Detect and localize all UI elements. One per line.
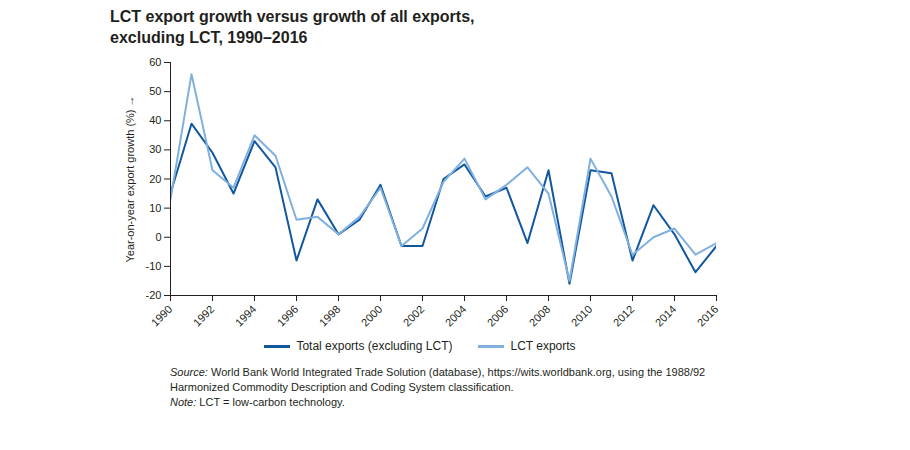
svg-text:2014: 2014 [653, 303, 679, 329]
html-text:Total exports (excluding LCT): Total exports (excluding LCT) [296, 339, 453, 353]
svg-text:-10: -10 [146, 260, 162, 272]
svg-text:30: 30 [149, 143, 161, 155]
svg-text:2008: 2008 [527, 303, 553, 329]
svg-text:40: 40 [149, 114, 161, 126]
svg-text:1992: 1992 [191, 303, 217, 329]
svg-text:Year-on-year export growth (%): Year-on-year export growth (%) → [124, 95, 136, 262]
html-text:LCT exports: LCT exports [510, 339, 576, 353]
html-text:LCT export growth versus growt: LCT export growth versus growth of all e… [110, 8, 475, 46]
svg-text:-20: -20 [146, 289, 162, 301]
svg-text:2004: 2004 [443, 303, 469, 329]
svg-text:10: 10 [149, 202, 161, 214]
svg-text:2012: 2012 [611, 303, 637, 329]
svg-text:1998: 1998 [317, 303, 343, 329]
svg-text:2006: 2006 [485, 303, 511, 329]
svg-text:2000: 2000 [359, 303, 385, 329]
html-text:Note: LCT = low-carbon technol: Note: LCT = low-carbon technology. [170, 396, 345, 408]
svg-text:2016: 2016 [695, 303, 721, 329]
svg-text:1994: 1994 [233, 303, 259, 329]
svg-text:1996: 1996 [275, 303, 301, 329]
svg-text:2010: 2010 [569, 303, 595, 329]
svg-text:2002: 2002 [401, 303, 427, 329]
svg-text:0: 0 [155, 231, 161, 243]
svg-text:50: 50 [149, 85, 161, 97]
svg-text:20: 20 [149, 173, 161, 185]
html-text:Source: World Bank World Integ: Source: World Bank World Integrated Trad… [170, 366, 706, 393]
svg-text:1990: 1990 [149, 303, 175, 329]
svg-text:60: 60 [149, 56, 161, 68]
